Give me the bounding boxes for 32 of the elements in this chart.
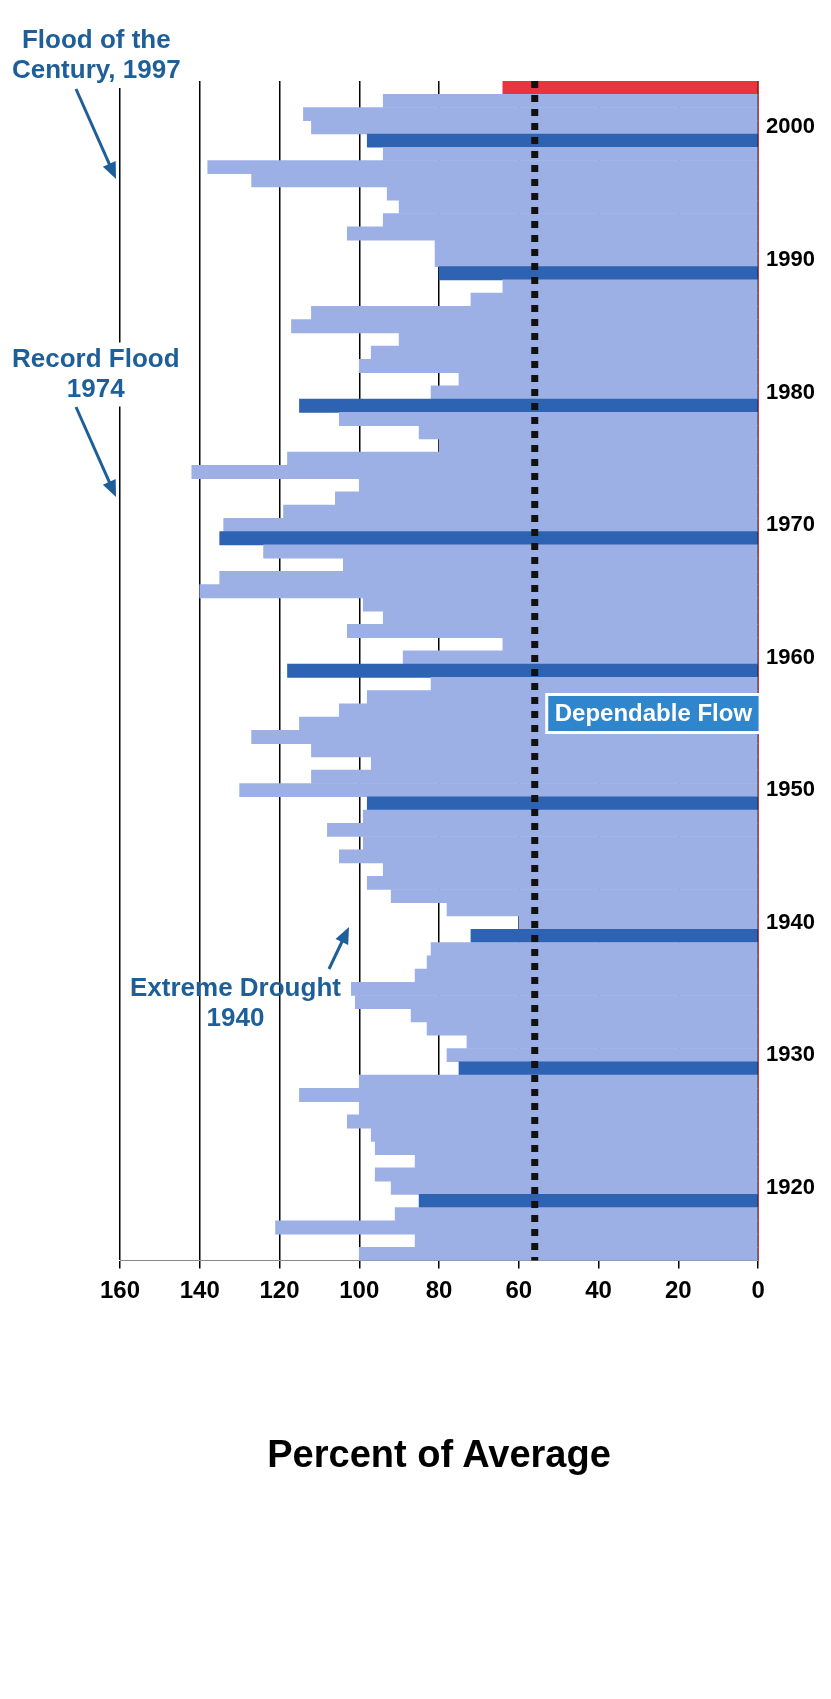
x-axis-title: Percent of Average [267,1432,611,1475]
x-tick-label: 0 [751,1275,765,1303]
ref-line-label: Dependable Flow [554,699,753,727]
bar [438,266,758,281]
x-tick-label: 60 [505,1275,533,1303]
y-tick-label: 1960 [766,643,816,669]
y-tick-label: 1970 [766,511,816,537]
y-tick-label: 1920 [766,1173,816,1199]
annotation: Record Flood 1974 [12,342,180,403]
y-tick-label: 1930 [766,1041,816,1067]
y-tick-label: 1990 [766,245,816,271]
bar [470,928,758,943]
x-tick-label: 120 [259,1275,300,1303]
x-tick-label: 40 [585,1275,612,1303]
bar [458,1061,758,1076]
bar [366,133,758,148]
y-tick-label: 2000 [766,113,816,139]
y-tick-label: 1980 [766,378,816,404]
x-tick-label: 20 [664,1275,692,1303]
bar [299,398,758,413]
annotation: Flood of the Century, 1997 [12,24,181,85]
bar [219,531,758,546]
x-tick-label: 100 [339,1275,380,1303]
bar [418,1194,758,1208]
y-tick-label: 1940 [766,908,816,934]
x-tick-label: 160 [99,1275,141,1303]
x-tick-label: 80 [425,1275,453,1303]
bar [502,81,758,95]
bar [366,796,758,811]
y-tick-label: 1950 [766,776,816,802]
x-tick-label: 140 [179,1275,220,1303]
bar [287,663,758,678]
